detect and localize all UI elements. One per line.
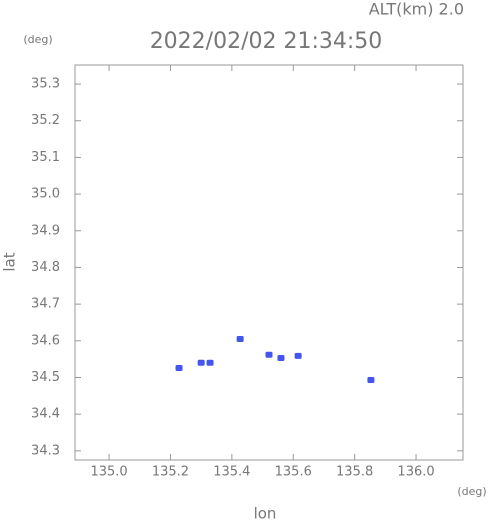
- x-tick-label: 136.0: [397, 465, 434, 480]
- y-axis-label: lat: [1, 252, 19, 271]
- echo-point: [265, 351, 273, 358]
- x-unit: (deg): [457, 485, 486, 498]
- y-tick-label: 34.3: [31, 443, 60, 458]
- x-tick-label: 135.8: [336, 465, 373, 480]
- echo-point: [277, 355, 285, 362]
- y-tick-label: 35.1: [31, 150, 60, 165]
- echo-point: [197, 359, 205, 366]
- plot-frame: [74, 64, 464, 461]
- y-unit: (deg): [23, 33, 52, 46]
- y-tick-label: 34.4: [31, 407, 60, 422]
- echo-point: [236, 335, 244, 342]
- echo-point: [206, 359, 214, 366]
- y-tick-label: 35.2: [31, 113, 60, 128]
- x-tick-label: 135.6: [275, 465, 312, 480]
- y-tick-label: 34.9: [31, 223, 60, 238]
- x-axis-label: lon: [254, 505, 277, 521]
- x-tick-label: 135.0: [90, 465, 127, 480]
- echo-point: [294, 352, 302, 359]
- chart-subtitle: ALT(km) 2.0: [369, 0, 464, 19]
- chart-title: 2022/02/02 21:34:50: [150, 29, 383, 54]
- y-tick-label: 34.5: [31, 370, 60, 385]
- x-tick-label: 135.4: [213, 465, 250, 480]
- y-tick-label: 35.0: [31, 187, 60, 202]
- y-tick-label: 35.3: [31, 77, 60, 92]
- echo-point: [175, 364, 183, 371]
- x-tick-label: 135.2: [152, 465, 189, 480]
- echo-point: [367, 377, 375, 384]
- y-tick-label: 34.8: [31, 260, 60, 275]
- y-tick-label: 34.6: [31, 333, 60, 348]
- y-tick-label: 34.7: [31, 297, 60, 312]
